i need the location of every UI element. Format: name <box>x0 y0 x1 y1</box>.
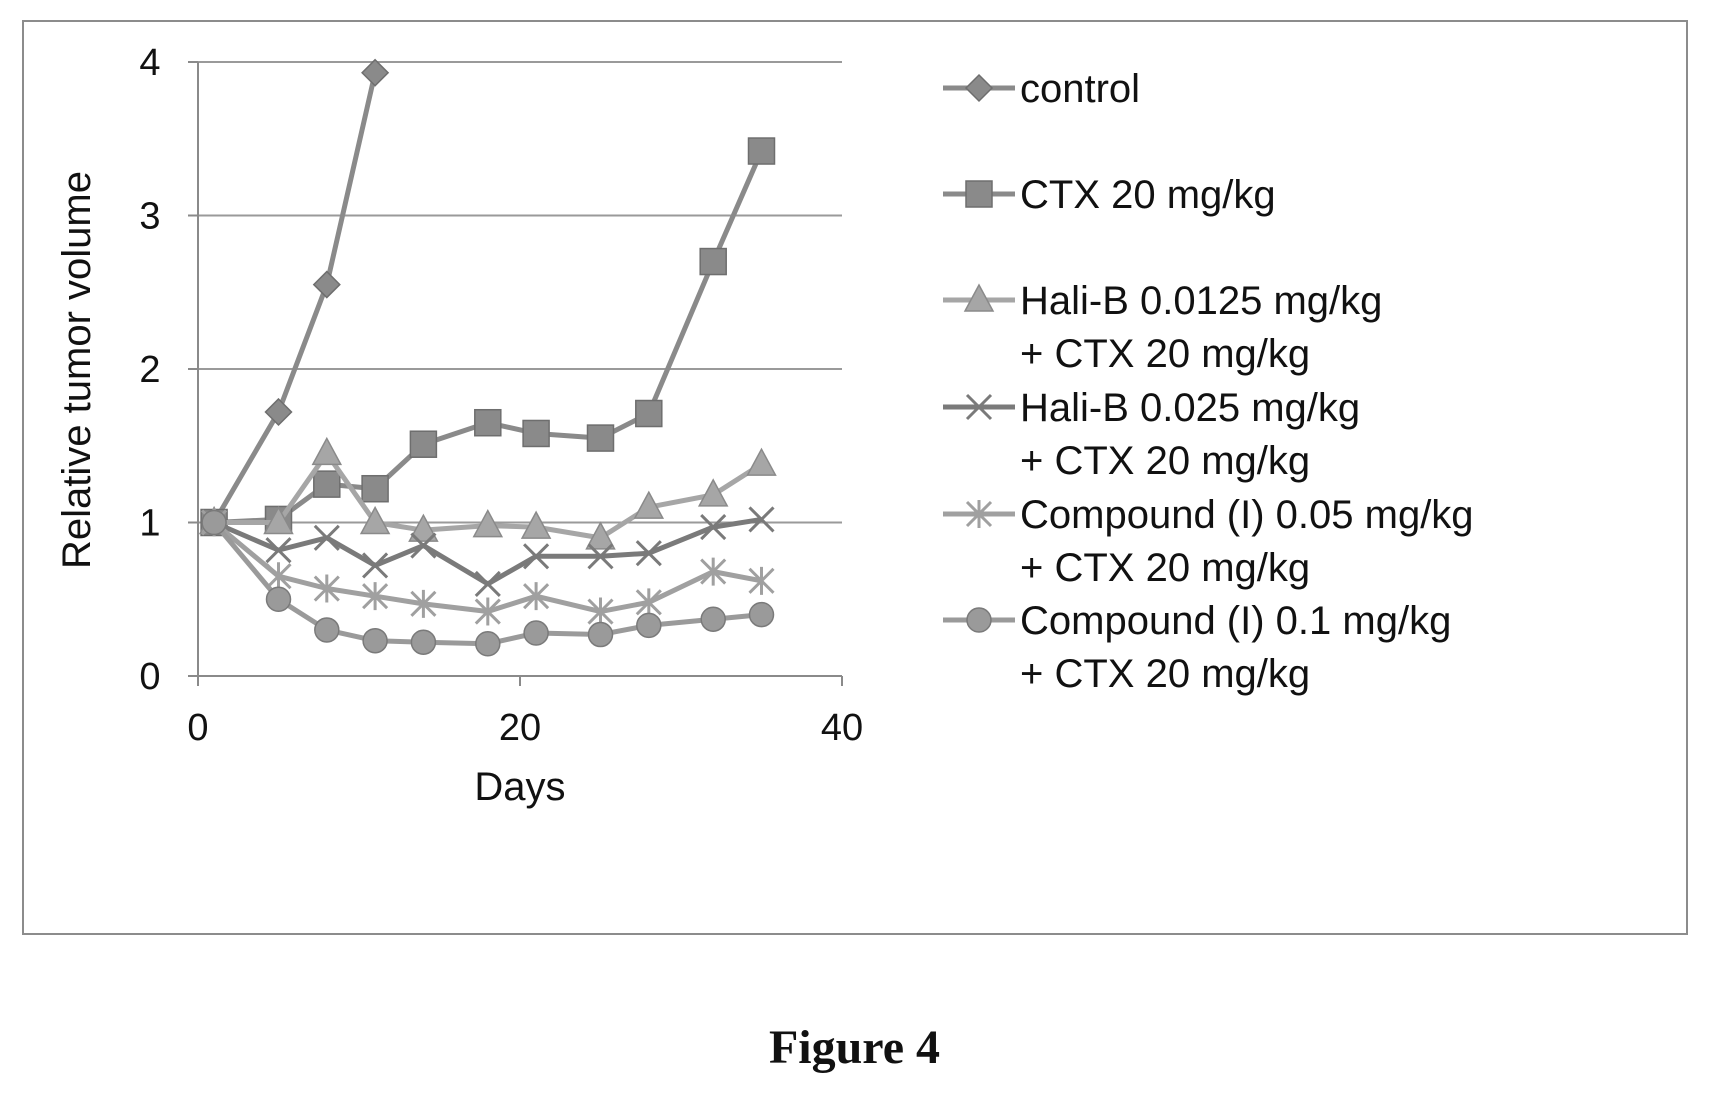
legend-label-4-1: + CTX 20 mg/kg <box>1020 546 1310 590</box>
data-point-5-4 <box>410 629 437 655</box>
legend-marker-3 <box>965 393 993 421</box>
gridlines <box>198 61 842 524</box>
data-point-5-8 <box>636 612 662 639</box>
legend-entry-2: Hali-B 0.0125 mg/kg + CTX 20 mg/kg <box>943 279 1382 376</box>
series-group <box>198 58 777 657</box>
series-0 <box>200 58 390 537</box>
data-point-3-1 <box>265 537 292 564</box>
data-point-2-1 <box>263 505 294 535</box>
legend-label-5-0: Compound (I) 0.1 mg/kg <box>1020 599 1451 643</box>
data-point-4-7 <box>587 597 614 626</box>
data-point-2-5 <box>472 508 504 538</box>
y-tick-label-1: 1 <box>139 503 160 545</box>
data-point-5-6 <box>523 620 549 646</box>
data-point-5-1 <box>265 586 292 612</box>
data-point-1-2 <box>313 470 341 498</box>
data-point-2-8 <box>633 490 665 519</box>
legend: control CTX 20 mg/kg Hali-B 0.0125 mg/kg + … <box>943 67 1474 696</box>
y-axis-title: Relative tumor volume <box>55 171 99 569</box>
data-point-1-8 <box>635 399 663 428</box>
data-point-2-10 <box>746 447 777 476</box>
data-point-1-6 <box>522 419 550 448</box>
legend-marker-2 <box>963 283 995 312</box>
legend-label-3-1: + CTX 20 mg/kg <box>1020 439 1310 483</box>
series-2 <box>198 436 777 550</box>
data-point-3-4 <box>410 532 437 559</box>
data-point-1-10 <box>747 137 776 165</box>
y-tick-label-4: 4 <box>139 42 160 84</box>
legend-marker-4 <box>965 500 993 528</box>
chart-frame <box>22 20 1688 935</box>
data-point-4-10 <box>748 566 775 595</box>
data-point-2-2 <box>311 436 343 466</box>
data-point-3-8 <box>635 540 662 567</box>
data-point-3-9 <box>700 514 727 541</box>
legend-marker-5 <box>966 607 992 633</box>
legend-label-0-0: control <box>1020 67 1140 111</box>
data-point-2-6 <box>520 510 552 539</box>
legend-entry-0: control <box>943 67 1140 111</box>
legend-marker-0 <box>964 73 994 103</box>
data-point-3-5 <box>474 570 501 597</box>
data-point-1-9 <box>699 247 727 276</box>
data-point-1-7 <box>586 424 615 452</box>
data-point-5-9 <box>700 606 726 632</box>
x-axis-title: Days <box>474 765 565 809</box>
legend-marker-1 <box>965 180 993 208</box>
data-point-5-0 <box>201 509 227 536</box>
data-point-4-1 <box>265 562 292 591</box>
data-point-5-5 <box>475 631 501 657</box>
data-point-4-5 <box>474 597 501 626</box>
y-tick-label-2: 2 <box>139 349 160 391</box>
y-tick-label-0: 0 <box>139 656 160 698</box>
series-line-0 <box>211 72 378 524</box>
series-5 <box>201 509 775 657</box>
data-point-4-6 <box>523 582 550 611</box>
series-line-1 <box>213 150 764 525</box>
legend-label-4-0: Compound (I) 0.05 mg/kg <box>1020 493 1474 537</box>
data-point-2-7 <box>585 521 616 550</box>
figure-caption: Figure 4 <box>768 1021 941 1074</box>
legend-entry-4: Compound (I) 0.05 mg/kg + CTX 20 mg/kg <box>943 493 1474 590</box>
legend-label-2-0: Hali-B 0.0125 mg/kg <box>1020 279 1382 323</box>
data-point-3-3 <box>362 552 389 579</box>
data-point-1-3 <box>361 474 389 503</box>
legend-label-2-1: + CTX 20 mg/kg <box>1020 332 1310 376</box>
data-point-5-7 <box>587 621 614 648</box>
data-point-2-9 <box>697 478 729 507</box>
data-point-3-6 <box>523 543 550 570</box>
x-tick-label-20: 20 <box>499 707 541 749</box>
data-point-1-5 <box>474 408 502 437</box>
data-point-0-2 <box>312 270 341 299</box>
data-point-1-4 <box>409 430 438 458</box>
data-point-3-7 <box>587 543 614 570</box>
legend-label-3-0: Hali-B 0.025 mg/kg <box>1020 386 1360 430</box>
data-point-4-4 <box>410 589 437 618</box>
legend-label-1-0: CTX 20 mg/kg <box>1020 173 1276 217</box>
legend-label-5-1: + CTX 20 mg/kg <box>1020 652 1310 696</box>
data-point-0-1 <box>264 397 293 427</box>
data-point-4-3 <box>362 582 389 611</box>
x-tick-label-40: 40 <box>821 707 863 749</box>
data-point-2-3 <box>359 505 391 535</box>
data-point-5-3 <box>362 627 388 654</box>
data-point-5-2 <box>314 617 340 643</box>
data-point-4-2 <box>313 574 340 603</box>
data-point-4-9 <box>700 557 727 586</box>
series-1 <box>200 137 776 537</box>
legend-entry-3: Hali-B 0.025 mg/kg + CTX 20 mg/kg <box>943 386 1360 483</box>
data-point-3-10 <box>748 506 775 533</box>
legend-entry-1: CTX 20 mg/kg <box>943 173 1276 217</box>
data-point-3-2 <box>313 524 340 551</box>
y-tick-label-3: 3 <box>139 196 160 238</box>
data-point-0-3 <box>361 58 390 87</box>
data-point-5-10 <box>748 601 775 628</box>
data-point-2-4 <box>408 513 439 542</box>
data-point-4-8 <box>635 588 662 617</box>
legend-entry-5: Compound (I) 0.1 mg/kg + CTX 20 mg/kg <box>943 599 1451 696</box>
x-tick-label-0: 0 <box>187 707 208 749</box>
